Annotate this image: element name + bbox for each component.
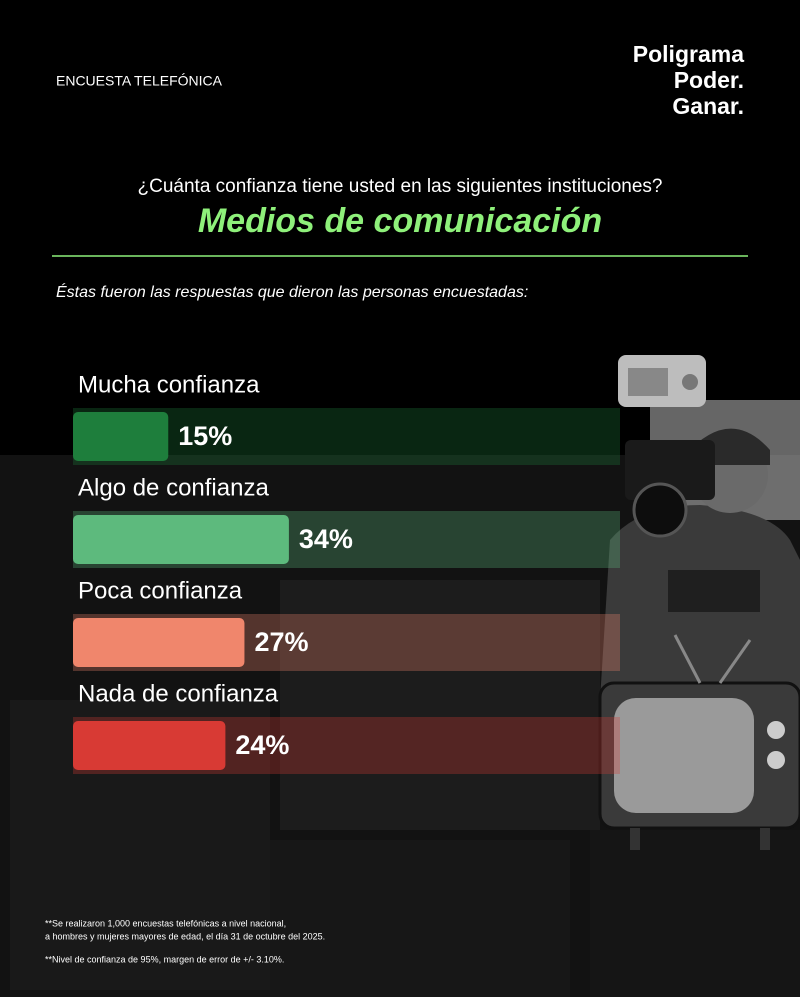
chart-title: ¿Cuánta confianza tiene usted en las sig… bbox=[138, 176, 663, 197]
bar-chart: Mucha confianza 15% Algo de confianza 34% Po… bbox=[73, 371, 620, 774]
chart-description: Éstas fueron las respuestas que dieron l… bbox=[56, 282, 528, 301]
value-label: 24% bbox=[235, 730, 289, 760]
category-label: Nada de confianza bbox=[78, 680, 279, 707]
newspaper bbox=[590, 830, 800, 997]
reporter bbox=[600, 428, 800, 700]
radio bbox=[618, 355, 706, 407]
bar bbox=[73, 412, 169, 461]
footnote: a hombres y mujeres mayores de edad, el … bbox=[45, 931, 325, 941]
value-label: 34% bbox=[299, 524, 353, 554]
value-label: 27% bbox=[254, 627, 308, 657]
bar bbox=[73, 721, 226, 770]
bar bbox=[73, 515, 289, 564]
category-label: Mucha confianza bbox=[78, 371, 260, 398]
logo-line: Ganar. bbox=[672, 93, 744, 119]
category-label: Algo de confianza bbox=[78, 474, 269, 501]
newspaper bbox=[280, 580, 600, 830]
logo-line: Poder. bbox=[674, 67, 744, 93]
footnote: **Se realizaron 1,000 encuestas telefóni… bbox=[45, 918, 286, 928]
footnote: **Nivel de confianza de 95%, margen de e… bbox=[45, 954, 284, 964]
chart-subtitle: Medios de comunicación bbox=[198, 202, 602, 240]
survey-type: ENCUESTA TELEFÓNICA bbox=[56, 73, 223, 89]
logo-line: Poligrama bbox=[633, 41, 744, 67]
newspaper bbox=[270, 840, 570, 997]
category-label: Poca confianza bbox=[78, 577, 243, 604]
bar bbox=[73, 618, 245, 667]
value-label: 15% bbox=[178, 421, 232, 451]
television bbox=[598, 634, 800, 850]
